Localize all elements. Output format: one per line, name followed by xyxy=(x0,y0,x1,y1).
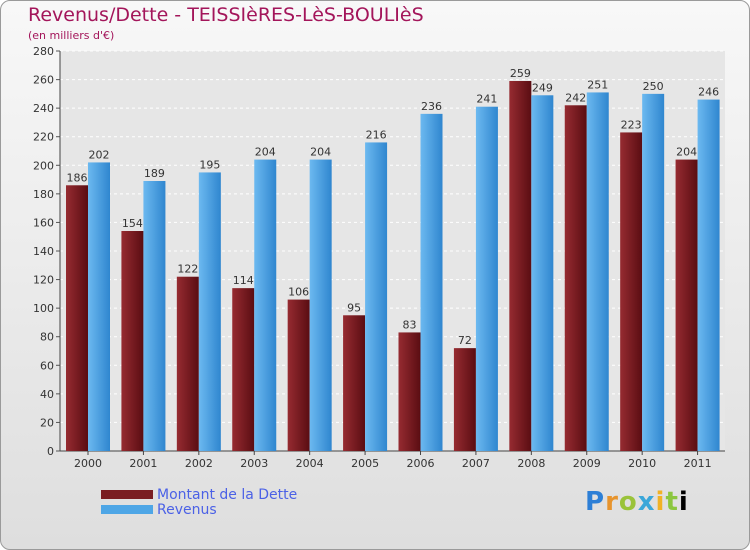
bar-revenus-2002 xyxy=(198,172,221,451)
y-tick-label: 240 xyxy=(33,102,54,115)
bar-revenus-2000 xyxy=(88,162,110,451)
legend-label-dette: Montant de la Dette xyxy=(157,486,298,503)
x-tick-label: 2002 xyxy=(185,457,213,470)
bar-dette-2009 xyxy=(564,105,587,452)
x-tick-label: 2010 xyxy=(628,457,656,470)
chart-title: Revenus/Dette - TEISSIèRES-LèS-BOULIèS xyxy=(28,4,424,26)
x-tick-label: 2001 xyxy=(129,457,157,470)
x-tick-label: 2003 xyxy=(240,457,268,470)
bar-revenus-2011 xyxy=(697,99,720,452)
data-label-revenus-2004: 204 xyxy=(310,146,331,159)
y-tick-label: 260 xyxy=(33,74,54,87)
x-tick-label: 2011 xyxy=(684,457,712,470)
y-tick-label: 280 xyxy=(33,45,54,58)
legend: Montant de la Dette Revenus xyxy=(101,486,298,518)
proxiti-logo: Proxiti xyxy=(585,487,689,517)
y-tick-label: 220 xyxy=(33,131,54,144)
y-tick-label: 80 xyxy=(40,331,54,344)
bar-dette-2004 xyxy=(287,299,310,451)
x-tick-label: 2008 xyxy=(517,457,545,470)
bar-dette-2008 xyxy=(509,81,532,451)
y-tick-label: 200 xyxy=(33,159,54,172)
legend-item-dette: Montant de la Dette xyxy=(101,486,298,503)
x-tick-label: 2007 xyxy=(462,457,490,470)
chart-subtitle: (en milliers d'€) xyxy=(28,29,115,42)
bar-revenus-2005 xyxy=(365,142,388,451)
y-tick-label: 60 xyxy=(40,359,54,372)
legend-swatch-dette xyxy=(101,490,153,499)
bar-revenus-2001 xyxy=(143,181,166,451)
bar-dette-2001 xyxy=(121,231,144,451)
data-label-revenus-2003: 204 xyxy=(255,146,276,159)
legend-item-revenus: Revenus xyxy=(101,501,297,518)
bar-revenus-2004 xyxy=(309,159,332,452)
data-label-revenus-2011: 246 xyxy=(698,86,719,99)
bar-revenus-2009 xyxy=(586,92,609,451)
data-label-revenus-2010: 250 xyxy=(643,80,664,93)
data-label-revenus-2009: 251 xyxy=(587,78,608,91)
x-tick-label: 2005 xyxy=(351,457,379,470)
y-tick-label: 120 xyxy=(33,274,54,287)
data-label-dette-2001: 154 xyxy=(122,217,143,230)
data-label-revenus-2005: 216 xyxy=(366,128,387,141)
bar-dette-2011 xyxy=(675,159,698,452)
bar-dette-2007 xyxy=(453,348,476,451)
bar-dette-2006 xyxy=(398,332,421,451)
x-tick-label: 2009 xyxy=(573,457,601,470)
y-tick-label: 100 xyxy=(33,302,54,315)
y-tick-label: 20 xyxy=(40,416,54,429)
x-tick-label: 2006 xyxy=(407,457,435,470)
data-label-dette-2004: 106 xyxy=(288,286,309,299)
x-tick-label: 2000 xyxy=(74,457,102,470)
bar-dette-2002 xyxy=(176,276,199,451)
bar-revenus-2010 xyxy=(642,93,665,451)
data-label-revenus-2007: 241 xyxy=(476,93,497,106)
y-tick-label: 0 xyxy=(47,445,54,458)
legend-swatch-revenus xyxy=(101,505,153,514)
data-label-dette-2006: 83 xyxy=(403,318,417,331)
data-label-dette-2010: 223 xyxy=(621,118,642,131)
y-tick-label: 180 xyxy=(33,188,54,201)
bar-dette-2003 xyxy=(232,288,255,451)
bar-dette-2010 xyxy=(620,132,643,451)
data-label-dette-2008: 259 xyxy=(510,67,531,80)
data-label-dette-2009: 242 xyxy=(565,91,586,104)
bar-revenus-2003 xyxy=(254,159,277,452)
data-label-revenus-2006: 236 xyxy=(421,100,442,113)
data-label-revenus-2002: 195 xyxy=(199,158,220,171)
data-label-revenus-2001: 189 xyxy=(144,167,165,180)
data-label-dette-2007: 72 xyxy=(458,334,472,347)
bar-dette-2005 xyxy=(343,315,366,451)
data-label-dette-2003: 114 xyxy=(233,274,254,287)
data-label-dette-2002: 122 xyxy=(177,263,198,276)
bar-revenus-2007 xyxy=(475,106,498,451)
data-label-dette-2000: 186 xyxy=(67,171,88,184)
data-label-revenus-2008: 249 xyxy=(532,81,553,94)
bar-revenus-2006 xyxy=(420,113,443,451)
legend-label-revenus: Revenus xyxy=(157,501,217,518)
data-label-revenus-2000: 202 xyxy=(89,148,110,161)
data-label-dette-2011: 204 xyxy=(676,146,697,159)
x-tick-label: 2004 xyxy=(296,457,324,470)
y-tick-label: 140 xyxy=(33,245,54,258)
data-label-dette-2005: 95 xyxy=(347,301,361,314)
bar-dette-2000 xyxy=(66,185,88,452)
bar-revenus-2008 xyxy=(531,95,554,452)
y-tick-label: 160 xyxy=(33,216,54,229)
y-tick-label: 40 xyxy=(40,388,54,401)
